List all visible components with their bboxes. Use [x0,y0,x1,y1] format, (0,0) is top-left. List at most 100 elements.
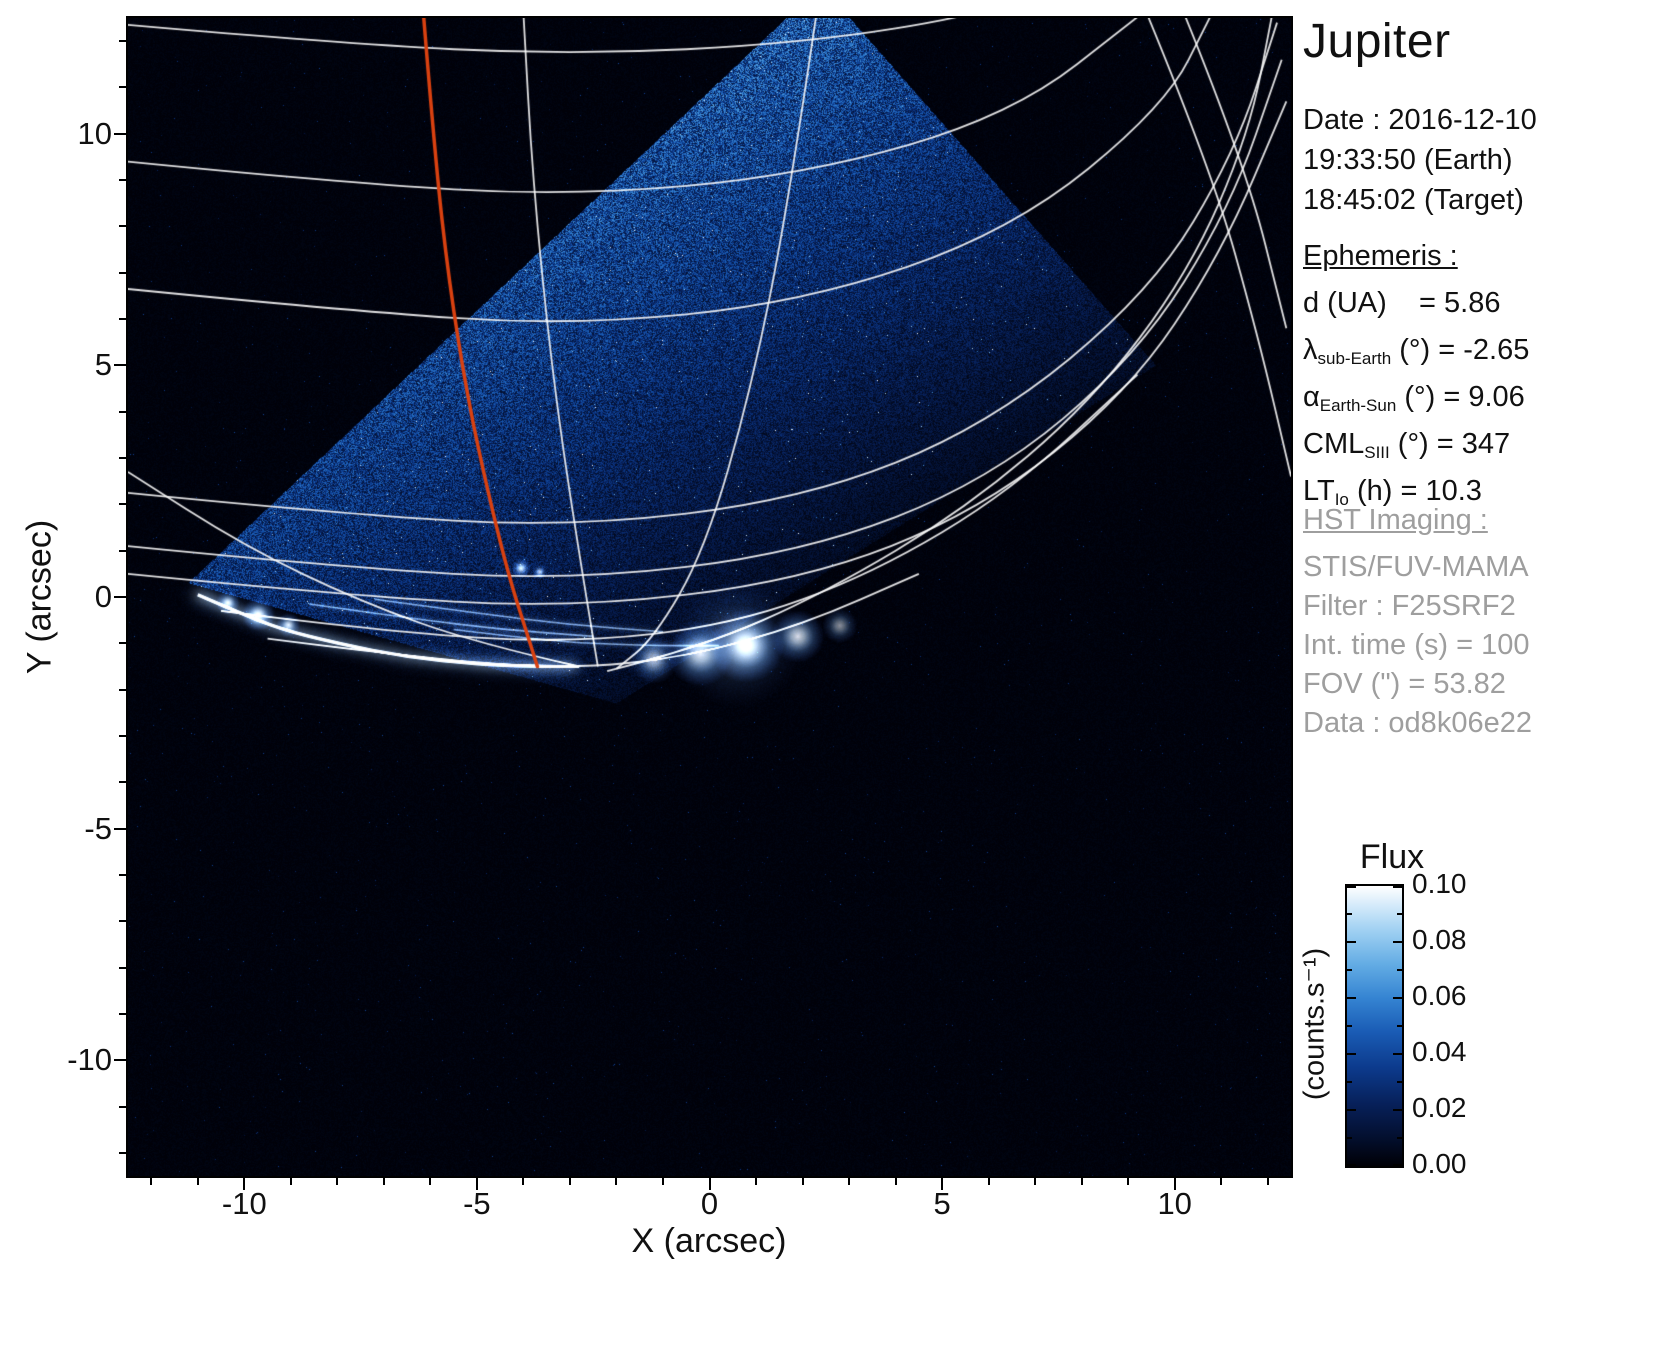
colorbar-tick [1347,941,1356,943]
x-minor-tick [1127,1178,1130,1185]
observation-target-time: 18:45:02 (Target) [1303,184,1524,216]
observation-block: Date : 2016-12-10 19:33:50 (Earth) 18:45… [1303,100,1669,220]
colorbar-tick [1393,941,1402,943]
y-major-tick [114,364,126,367]
observation-date: Date : 2016-12-10 [1303,104,1537,136]
colorbar-tick-label: 0.06 [1412,980,1467,1011]
y-minor-tick [119,966,126,969]
colorbar-tick-label: 0.02 [1412,1092,1467,1123]
colorbar-tick [1397,969,1402,971]
x-minor-tick [1220,1178,1223,1185]
colorbar-title: Flux [1359,838,1425,876]
colorbar-tick [1347,1025,1352,1027]
colorbar-tick [1347,1109,1356,1111]
y-tick-label: 5 [94,347,112,383]
y-minor-tick [119,225,126,228]
y-minor-tick [119,549,126,552]
y-minor-tick [119,271,126,274]
y-major-tick [114,827,126,830]
ephemeris-quantity: α [1303,381,1320,413]
hst-imaging-lines: STIS/FUV-MAMA Filter : F25SRF2 Int. time (… [1303,548,1669,743]
x-minor-tick [848,1178,851,1185]
ephemeris-value: (h) = 10.3 [1348,475,1482,507]
hst-imaging-header: HST Imaging : [1303,504,1488,536]
page-title: Jupiter [1303,15,1451,68]
ephemeris-value: (°) = 9.06 [1396,381,1525,413]
x-major-tick [243,1178,246,1190]
colorbar-tick [1347,969,1352,971]
y-axis-title: Y (arcsec) [20,519,59,675]
ephemeris-quantity: CML [1303,428,1365,460]
colorbar-tick [1393,1053,1402,1055]
observation-earth-time: 19:33:50 (Earth) [1303,144,1513,176]
x-minor-tick [894,1178,897,1185]
ephemeris-subscript: Earth-Sun [1319,396,1397,415]
colorbar-tick [1393,1109,1402,1111]
ephemeris-row: λsub-Earth (°) = -2.65 [1303,331,1669,378]
colorbar-tick [1397,1025,1402,1027]
colorbar-tick [1347,997,1356,999]
y-minor-tick [119,920,126,923]
x-minor-tick [150,1178,153,1185]
y-minor-tick [119,40,126,43]
ephemeris-row: d (UA) = 5.86 [1303,284,1669,331]
y-major-tick [114,132,126,135]
y-major-tick [114,596,126,598]
x-minor-tick [1080,1178,1083,1185]
ephemeris-value: (°) = 347 [1389,428,1511,460]
hst-imaging-line: Int. time (s) = 100 [1303,629,1530,661]
x-major-tick [1173,1178,1176,1190]
colorbar-tick-label: 0.00 [1412,1148,1467,1179]
x-axis-title: X (arcsec) [631,1222,787,1260]
plot-area [126,16,1293,1178]
x-major-tick [708,1178,711,1190]
x-major-tick [475,1178,478,1190]
colorbar-tick [1397,913,1402,915]
x-minor-tick [1266,1178,1269,1185]
y-minor-tick [119,1151,126,1154]
y-tick-label: 0 [94,579,112,614]
ephemeris-quantity: LT [1303,475,1335,507]
colorbar-tick [1347,886,1356,888]
y-tick-label: -5 [84,810,112,846]
y-minor-tick [119,781,126,784]
colorbar-tick [1397,1081,1402,1083]
y-tick-label: -10 [67,1042,112,1078]
y-minor-tick [119,642,126,645]
y-tick-label: 10 [77,115,112,151]
x-minor-tick [429,1178,432,1185]
y-minor-tick [119,318,126,321]
x-minor-tick [289,1178,292,1185]
hst-imaging-line: STIS/FUV-MAMA [1303,551,1529,583]
x-tick-label: -10 [221,1186,267,1221]
colorbar-tick-label: 0.10 [1412,868,1467,899]
colorbar-tick [1347,1164,1356,1166]
x-tick-label: 5 [933,1186,951,1221]
y-major-tick [114,1059,126,1062]
sky-image-canvas [128,18,1291,1176]
colorbar-tick [1397,1137,1402,1139]
colorbar [1345,884,1404,1168]
ephemeris-row: CMLSIII (°) = 347 [1303,425,1669,472]
colorbar-tick [1393,886,1402,888]
colorbar-tick [1347,1137,1352,1139]
y-minor-tick [119,688,126,691]
y-minor-tick [119,179,126,182]
ephemeris-row: αEarth-Sun (°) = 9.06 [1303,378,1669,425]
x-minor-tick [522,1178,525,1185]
ephemeris-subscript: sub-Earth [1317,349,1392,368]
ephemeris-value: = 5.86 [1386,287,1501,319]
ephemeris-row: LTIo (h) = 10.3 [1303,472,1669,519]
y-minor-tick [119,410,126,413]
ephemeris-quantity: λ [1303,334,1318,366]
x-minor-tick [615,1178,618,1185]
colorbar-tick [1347,1053,1356,1055]
hst-imaging-line: Filter : F25SRF2 [1303,590,1516,622]
ephemeris-quantity: d (UA) [1303,287,1387,319]
x-major-tick [941,1178,944,1190]
x-minor-tick [382,1178,385,1185]
colorbar-tick [1347,913,1352,915]
x-minor-tick [196,1178,199,1185]
x-tick-label: 10 [1157,1186,1192,1221]
